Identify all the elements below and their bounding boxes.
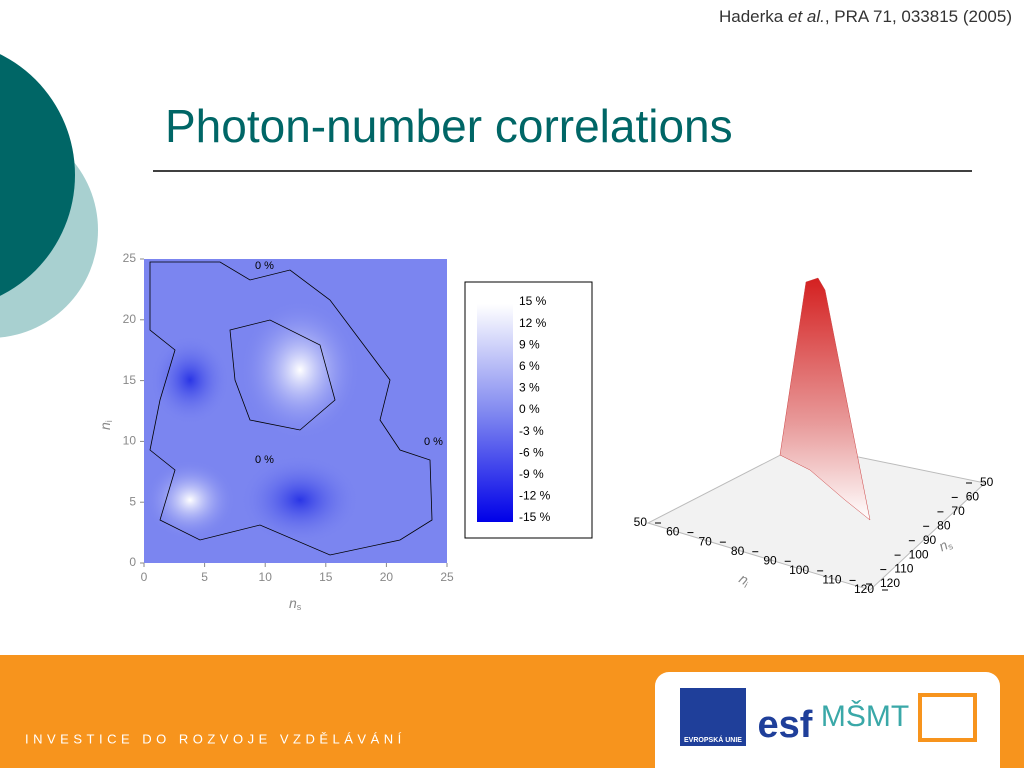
tick-label: 110	[894, 562, 913, 576]
colorbar-ramp	[477, 304, 513, 522]
contour-line	[229, 319, 336, 431]
logo-text: EVROPSKÁ UNIE	[684, 735, 742, 744]
heat-blob	[150, 335, 230, 425]
colorbar-label: 3 %	[519, 381, 540, 395]
colorbar-label: -15 %	[519, 510, 551, 524]
surface-base	[646, 444, 987, 591]
contour-plot: 0 5 10 15 20 25 0 5 10 15 20 25 ns ni 0 % 0 % 0 %	[97, 251, 454, 612]
heat-blob	[145, 460, 235, 540]
colorbar-label: 9 %	[519, 337, 540, 351]
heat-blob	[240, 455, 360, 545]
axis-label: ni	[736, 570, 753, 590]
tick-label: 80	[731, 544, 745, 558]
tick-label: 100	[909, 547, 929, 561]
logo-text: esf	[758, 704, 813, 746]
y-tick-label: 10	[123, 434, 137, 448]
colorbar-label: 12 %	[519, 316, 547, 330]
y-tick-label: 20	[123, 312, 137, 326]
x-tick-label: 0	[141, 570, 148, 584]
tick-label: 110	[822, 573, 841, 587]
contour-label: 0 %	[255, 260, 274, 272]
tick-label: 80	[937, 518, 951, 532]
colorbar-label: -9 %	[519, 467, 544, 481]
citation: Haderka et al., PRA 71, 033815 (2005)	[719, 7, 1012, 26]
colorbar-label: -6 %	[519, 445, 544, 459]
x-tick-label: 20	[380, 570, 394, 584]
tick-label: 120	[880, 576, 900, 590]
colorbar-label: -12 %	[519, 489, 551, 503]
tick-label: 100	[789, 563, 809, 577]
tick-label: 60	[666, 525, 680, 539]
logo-text: MŠMT	[821, 699, 909, 733]
tick-label: 60	[966, 490, 980, 504]
eu-flag	[680, 688, 746, 746]
colorbar-label: 6 %	[519, 359, 540, 373]
x-tick-label: 5	[201, 570, 208, 584]
surface-plot: 50607080901001101205060708090100110120ni…	[634, 277, 994, 596]
tick-label: 70	[951, 504, 965, 518]
axis-label: ni	[97, 420, 115, 430]
tick-label: 50	[980, 475, 994, 489]
contour-line	[149, 261, 433, 556]
y-tick-label: 0	[129, 555, 136, 569]
colorbar: 15 % 12 % 9 % 6 % 3 % 0 % -3 % -6 % -9 % -12 % -15…	[464, 281, 593, 539]
x-tick-label: 10	[259, 570, 273, 584]
tick-label: 70	[698, 534, 712, 548]
axis-label: ns	[289, 595, 302, 613]
logo-frame	[918, 693, 977, 742]
decor-circle	[0, 54, 75, 296]
x-tick-label: 25	[440, 570, 454, 584]
tick-label: 90	[763, 553, 777, 567]
colorbar-label: 0 %	[519, 402, 540, 416]
colorbar-label: 15 %	[519, 294, 547, 308]
y-tick-label: 5	[129, 494, 136, 508]
contour-label: 0 %	[424, 436, 443, 448]
footer-text: INVESTICE DO ROZVOJE VZDĚLÁVÁNÍ	[25, 731, 406, 746]
y-tick-label: 15	[123, 373, 137, 387]
y-tick-label: 25	[123, 251, 137, 265]
surface-peak	[779, 277, 871, 521]
colorbar-label: -3 %	[519, 424, 544, 438]
tick-label: 90	[923, 533, 937, 547]
x-tick-label: 15	[319, 570, 333, 584]
heat-blob	[240, 300, 360, 440]
tick-label: 120	[854, 582, 874, 596]
axis-label: ns	[936, 534, 955, 555]
contour-label: 0 %	[255, 454, 274, 466]
title: Photon-number correlations	[165, 100, 733, 152]
tick-label: 50	[634, 515, 648, 529]
